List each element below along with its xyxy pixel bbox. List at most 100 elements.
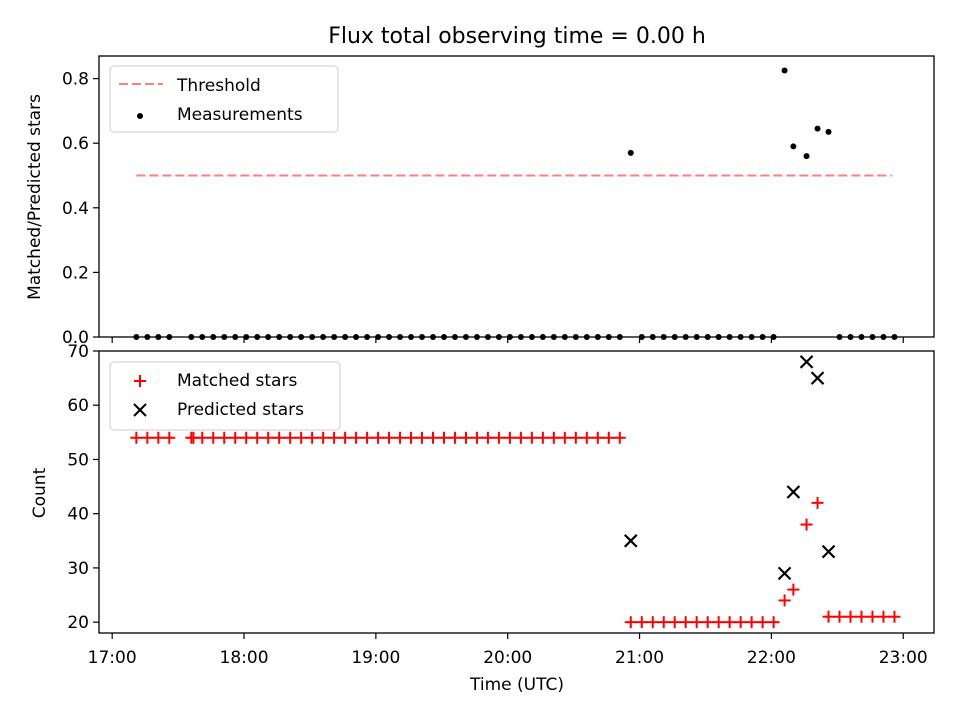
top-y-tick-label: 0.6 [62, 134, 89, 154]
matched-star-point [372, 431, 385, 444]
predicted-star-point [623, 534, 638, 548]
matched-star-point [503, 431, 516, 444]
matched-star-point [284, 431, 297, 444]
x-tick-label: 20:00 [483, 648, 532, 668]
matched-star-point [679, 616, 692, 629]
matched-star-point [690, 616, 703, 629]
matched-star-point [405, 431, 418, 444]
matched-star-point [437, 431, 450, 444]
x-tick-label: 17:00 [88, 648, 137, 668]
matched-star-point [196, 431, 209, 444]
matched-star-point [591, 431, 604, 444]
measurement-point [803, 153, 810, 160]
matched-star-point [866, 610, 879, 623]
bottom-y-tick-label: 20 [67, 613, 89, 633]
matched-star-point [558, 431, 571, 444]
matched-star-point [657, 616, 670, 629]
bottom-y-tick-label: 30 [67, 559, 89, 579]
matched-star-point [613, 431, 626, 444]
predicted-star-point [799, 355, 814, 369]
matched-star-point [427, 431, 439, 444]
matched-star-point [723, 616, 736, 629]
matched-star-point [811, 496, 824, 509]
matched-star-point [624, 616, 637, 629]
matched-star-point [317, 431, 330, 444]
top-legend-box [109, 65, 339, 133]
matched-star-point [240, 431, 253, 444]
matched-star-point [787, 583, 800, 596]
predicted-star-point [821, 544, 836, 559]
matched-star-point [712, 616, 725, 629]
matched-star-point [569, 431, 582, 444]
matched-star-point [822, 610, 835, 623]
x-tick-label: 19:00 [351, 648, 400, 668]
bottom-legend: Matched stars Predicted stars [109, 361, 341, 431]
top-axes-frame [98, 55, 935, 338]
matched-star-point [745, 616, 758, 629]
matched-star-point [888, 610, 901, 623]
measurements-legend-label: Measurements [177, 105, 303, 125]
matched-star-point [383, 431, 396, 444]
matched-star-point [207, 431, 220, 444]
matched-star-point [668, 616, 681, 629]
top-y-tick-label: 0.8 [62, 70, 89, 90]
bottom-y-ticks: 20 30 40 50 60 70 [67, 342, 99, 633]
measurement-point [781, 67, 788, 74]
threshold-legend-label: Threshold [176, 76, 261, 96]
matched-star-point [833, 610, 846, 623]
matched-star-point [778, 594, 791, 607]
matched-star-point [141, 431, 154, 444]
bottom-y-tick-label: 50 [67, 450, 89, 470]
matched-star-point [295, 431, 308, 444]
matched-star-point [448, 431, 461, 444]
top-x-ticks [111, 337, 904, 343]
matched-star-point [339, 431, 352, 444]
matched-star-point [481, 431, 494, 444]
matched-star-point [130, 431, 143, 444]
matched-star-point [163, 431, 176, 444]
matched-star-point [734, 616, 747, 629]
bottom-x-ticks: 17:00 18:00 19:00 20:00 21:00 22:00 23:00 [88, 633, 928, 668]
matched-star-point [361, 431, 374, 444]
top-y-tick-label: 0.2 [62, 263, 89, 283]
matched-star-point [646, 616, 659, 629]
bottom-panel: Count 20 30 40 50 60 70 17:00 18:00 19:00 20:00 2… [30, 342, 935, 668]
x-tick-label: 22:00 [747, 648, 796, 668]
matched-star-point [536, 431, 549, 444]
matched-star-point [701, 616, 714, 629]
matched-star-point [800, 518, 813, 531]
measurement-point [790, 143, 797, 150]
top-y-ticks: 0.0 0.2 0.4 0.6 0.8 [62, 70, 99, 348]
matched-star-point [470, 431, 483, 444]
matched-star-point [602, 431, 615, 444]
measurement-point [627, 149, 634, 156]
predicted-star-point [786, 485, 801, 499]
bottom-legend-box [109, 361, 341, 431]
top-y-tick-label: 0.0 [62, 328, 89, 348]
matched-star-point [262, 431, 275, 444]
measurement-point [825, 128, 832, 135]
matched-legend-swatch [134, 375, 146, 387]
predicted-star-point [777, 566, 792, 581]
matched-star-point [218, 431, 231, 444]
matched-star-point [525, 431, 538, 444]
predicted-stars-points [623, 355, 836, 581]
matched-star-point [756, 616, 769, 629]
predicted-star-point [810, 371, 825, 385]
top-y-axis-label: Matched/Predicted stars [25, 94, 45, 300]
matched-star-point [514, 431, 527, 444]
matched-star-point [251, 431, 264, 444]
predicted-legend-label: Predicted stars [177, 400, 304, 420]
matched-star-point [394, 431, 407, 444]
x-axis-label: Time (UTC) [469, 675, 564, 695]
bottom-y-tick-label: 40 [67, 505, 89, 525]
matched-star-point [844, 610, 857, 623]
matched-legend-label: Matched stars [177, 371, 297, 391]
predicted-legend-swatch [133, 403, 147, 417]
matched-star-point [459, 431, 472, 444]
matched-star-point [635, 616, 648, 629]
matched-star-point [492, 431, 505, 444]
matched-star-point [152, 431, 165, 444]
matched-star-point [855, 610, 868, 623]
